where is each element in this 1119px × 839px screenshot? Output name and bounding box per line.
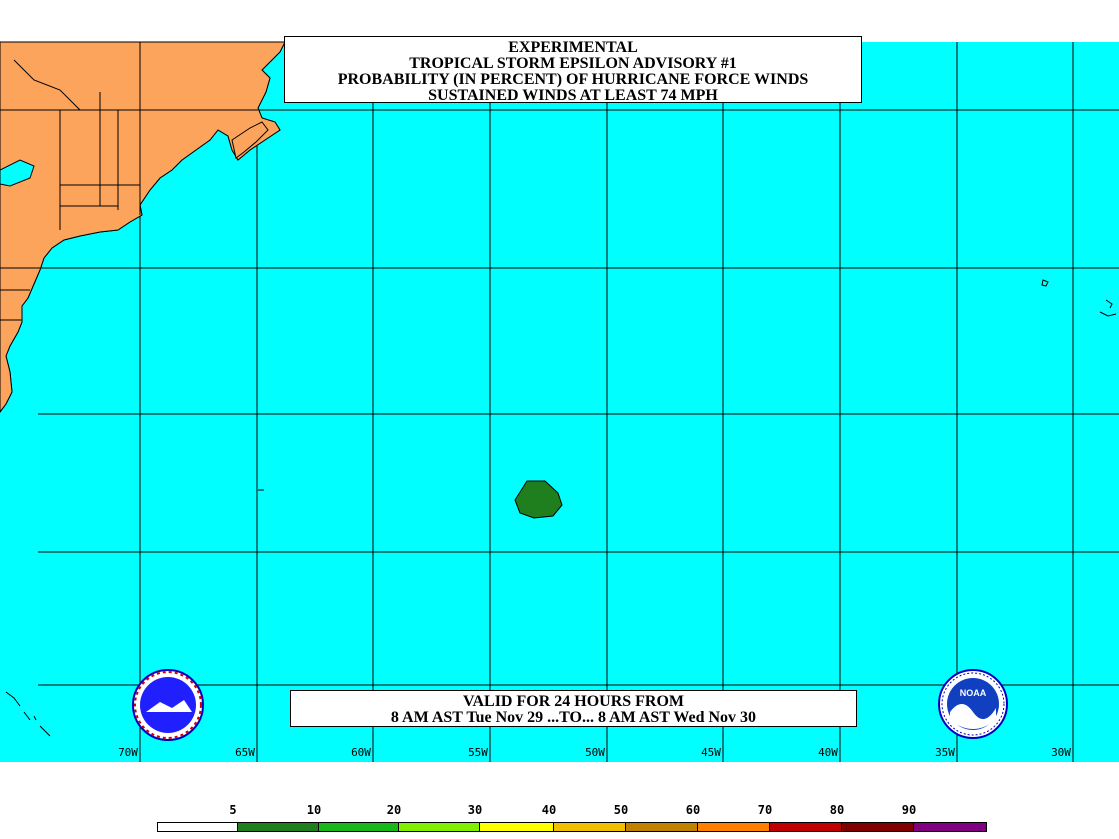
scale-segment (842, 823, 914, 831)
scale-segment (319, 823, 399, 831)
scale-segment (770, 823, 842, 831)
longitude-label: 60W (351, 746, 371, 759)
scale-segment (238, 823, 319, 831)
longitude-label: 65W (235, 746, 255, 759)
longitude-label: 50W (585, 746, 605, 759)
longitude-label: 45W (701, 746, 721, 759)
valid-line-2: 8 AM AST Tue Nov 29 ...TO... 8 AM AST We… (390, 709, 757, 726)
longitude-label: 55W (468, 746, 488, 759)
longitude-label: 30W (1051, 746, 1071, 759)
scale-label: 20 (386, 803, 402, 817)
scale-segment (480, 823, 554, 831)
noaa-logo-text: NOAA (960, 688, 987, 698)
scale-label: 70 (757, 803, 773, 817)
scale-label: 30 (467, 803, 483, 817)
scale-label: 40 (541, 803, 557, 817)
islands (5, 279, 1117, 737)
scale-segment (698, 823, 770, 831)
title-line-2: TROPICAL STORM EPSILON ADVISORY #1 (409, 55, 737, 72)
scale-segment (399, 823, 480, 831)
scale-label: 80 (829, 803, 845, 817)
valid-line-1: VALID FOR 24 HOURS FROM (462, 693, 685, 710)
title-box: EXPERIMENTAL TROPICAL STORM EPSILON ADVI… (284, 36, 862, 104)
longitude-label: 40W (818, 746, 838, 759)
color-scale-bar (157, 822, 987, 832)
scale-segment (914, 823, 986, 831)
valid-period-box: VALID FOR 24 HOURS FROM 8 AM AST Tue Nov… (290, 690, 857, 727)
noaa-logo: NOAA (938, 669, 1008, 739)
scale-label: 5 (229, 803, 237, 817)
scale-label: 60 (685, 803, 701, 817)
hurricane-probability-area (514, 480, 563, 519)
state-borders-overlay (0, 42, 258, 321)
scale-label: 50 (613, 803, 629, 817)
scale-label: 90 (901, 803, 917, 817)
scale-label: 10 (306, 803, 322, 817)
land-overlay (0, 41, 286, 413)
scale-segment (554, 823, 626, 831)
title-line-1: EXPERIMENTAL (508, 39, 638, 56)
nws-logo (132, 669, 204, 741)
scale-segment (158, 823, 238, 831)
longitude-label: 35W (935, 746, 955, 759)
lake-overlay (0, 159, 35, 187)
land-nova-scotia-overlay (231, 121, 269, 159)
ocean (0, 42, 1119, 762)
scale-segment (626, 823, 698, 831)
longitude-label: 70W (118, 746, 138, 759)
title-line-3: PROBABILITY (IN PERCENT) OF HURRICANE FO… (337, 71, 809, 88)
title-line-4: SUSTAINED WINDS AT LEAST 74 MPH (428, 87, 718, 104)
